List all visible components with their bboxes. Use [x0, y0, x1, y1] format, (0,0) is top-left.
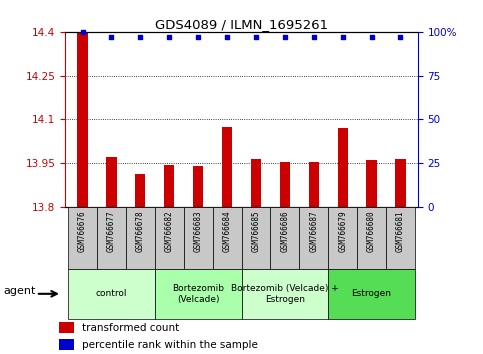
Bar [68, 207, 97, 269]
Point [252, 34, 260, 40]
Bar [193, 166, 203, 207]
Bar [386, 207, 415, 269]
Point [223, 34, 231, 40]
Text: control: control [96, 289, 127, 298]
Bar [126, 207, 155, 269]
Title: GDS4089 / ILMN_1695261: GDS4089 / ILMN_1695261 [155, 18, 328, 31]
Point [397, 34, 404, 40]
Point [310, 34, 318, 40]
Bar [309, 162, 319, 207]
Text: agent: agent [3, 286, 36, 296]
Text: GSM766685: GSM766685 [252, 210, 260, 252]
Bar [270, 207, 299, 269]
Point [339, 34, 346, 40]
Text: Bortezomib
(Velcade): Bortezomib (Velcade) [172, 284, 224, 303]
Bar [222, 127, 232, 207]
Point [108, 34, 115, 40]
Point [165, 34, 173, 40]
Bar [357, 207, 386, 269]
Text: GSM766678: GSM766678 [136, 210, 145, 252]
Bar [106, 158, 116, 207]
Text: transformed count: transformed count [82, 323, 179, 333]
Text: GSM766681: GSM766681 [396, 210, 405, 252]
Bar [184, 207, 213, 269]
Bar [338, 128, 348, 207]
Text: Bortezomib (Velcade) +
Estrogen: Bortezomib (Velcade) + Estrogen [231, 284, 339, 303]
Bar [135, 173, 145, 207]
Point [194, 34, 202, 40]
Text: GSM766676: GSM766676 [78, 210, 87, 252]
Point [368, 34, 375, 40]
Text: GSM766686: GSM766686 [280, 210, 289, 252]
Point [137, 34, 144, 40]
Bar [164, 165, 174, 207]
Point [79, 29, 86, 35]
Bar [328, 207, 357, 269]
Bar [242, 207, 270, 269]
Bar [280, 162, 290, 207]
Text: GSM766680: GSM766680 [367, 210, 376, 252]
Text: GSM766682: GSM766682 [165, 210, 174, 252]
Bar [68, 269, 155, 319]
Text: percentile rank within the sample: percentile rank within the sample [82, 340, 257, 350]
Text: Estrogen: Estrogen [352, 289, 392, 298]
Bar [367, 160, 377, 207]
Bar [77, 32, 87, 207]
Bar [328, 269, 415, 319]
Bar [396, 159, 406, 207]
Text: GSM766683: GSM766683 [194, 210, 203, 252]
Text: GSM766679: GSM766679 [338, 210, 347, 252]
Bar [59, 339, 74, 350]
Bar [97, 207, 126, 269]
Bar [299, 207, 328, 269]
Bar [213, 207, 242, 269]
Bar [155, 269, 242, 319]
Text: GSM766687: GSM766687 [309, 210, 318, 252]
Bar [242, 269, 328, 319]
Text: GSM766684: GSM766684 [223, 210, 231, 252]
Point [281, 34, 289, 40]
Text: GSM766677: GSM766677 [107, 210, 116, 252]
Bar [155, 207, 184, 269]
Bar [251, 159, 261, 207]
Bar [59, 322, 74, 333]
